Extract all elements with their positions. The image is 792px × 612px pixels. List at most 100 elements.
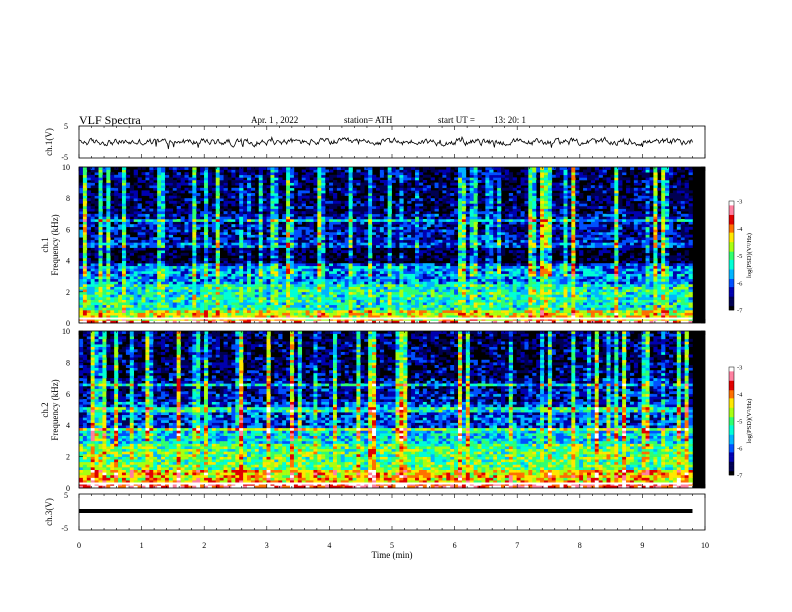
- spectrogram-cell: [266, 213, 271, 217]
- spectrogram-cell: [247, 208, 252, 212]
- spectrogram-cell: [121, 307, 127, 311]
- spectrogram-cell: [90, 289, 95, 293]
- spectrogram-cell: [399, 187, 404, 191]
- spectrogram-cell: [254, 281, 260, 285]
- spectrogram-cell: [415, 180, 420, 183]
- spectrogram-cell: [133, 182, 138, 186]
- spectrogram-cell: [418, 252, 424, 256]
- spectrogram-cell: [258, 255, 263, 259]
- spectrogram-cell: [332, 250, 338, 254]
- spectrogram-cell: [430, 221, 435, 225]
- spectrogram-cell: [114, 182, 119, 186]
- spectrogram-cell: [399, 268, 404, 272]
- spectrogram-cell: [422, 250, 428, 254]
- spectrogram-cell: [247, 252, 252, 256]
- spectrogram-cell: [286, 289, 291, 293]
- spectrogram-cell: [153, 260, 158, 264]
- spectrogram-cell: [329, 169, 334, 173]
- spectrogram-cell: [125, 278, 131, 282]
- spectrogram-cell: [188, 284, 193, 287]
- spectrogram-cell: [325, 291, 330, 295]
- spectrogram-cell: [118, 208, 123, 212]
- spectrogram-cell: [387, 232, 392, 235]
- spectrogram-cell: [297, 193, 303, 196]
- spectrogram-cell: [403, 195, 408, 199]
- spectrogram-cell: [188, 190, 193, 194]
- spectrogram-cell: [301, 206, 306, 209]
- spectrogram-cell: [270, 255, 275, 259]
- spectrogram-cell: [141, 281, 146, 285]
- spectrogram-cell: [379, 239, 385, 243]
- spectrogram-cell: [278, 208, 283, 212]
- spectrogram-cell: [164, 245, 170, 248]
- spectrogram-cell: [317, 304, 322, 308]
- spectrogram-cell: [415, 265, 420, 269]
- spectrogram-cell: [215, 315, 220, 319]
- spectrogram-cell: [391, 302, 396, 306]
- spectrogram-cell: [106, 232, 111, 235]
- spectrogram-cell: [297, 185, 303, 189]
- spectrogram-cell: [157, 208, 162, 212]
- spectrogram-cell: [172, 200, 177, 204]
- spectrogram-cell: [157, 315, 162, 319]
- spectrogram-cell: [266, 284, 271, 287]
- spectrogram-cell: [325, 294, 330, 298]
- spectrogram-cell: [317, 255, 322, 259]
- spectrogram-cell: [192, 187, 197, 191]
- spectrogram-cell: [352, 310, 357, 313]
- spectrogram-cell: [438, 289, 443, 293]
- spectrogram-cell: [133, 216, 138, 220]
- spectrogram-cell: [403, 320, 408, 324]
- spectrogram-cell: [254, 219, 260, 222]
- spectrogram-cell: [207, 297, 213, 300]
- spectrogram-cell: [188, 242, 193, 246]
- spectrogram-cell: [415, 278, 420, 282]
- spectrogram-cell: [164, 208, 170, 212]
- spectrogram-cell: [121, 247, 127, 251]
- spectrogram-cell: [82, 281, 88, 285]
- spectrogram-cell: [274, 224, 279, 228]
- spectrogram-cell: [161, 310, 166, 313]
- spectrogram-cell: [133, 203, 138, 207]
- spectrogram-cell: [86, 250, 92, 254]
- spectrogram-cell: [430, 206, 435, 209]
- spectrogram-cell: [79, 284, 84, 287]
- spectrogram-cell: [266, 271, 271, 274]
- spectrogram-cell: [121, 187, 127, 191]
- spectrogram-cell: [239, 291, 244, 295]
- spectrogram-cell: [90, 312, 95, 316]
- spectrogram-cell: [219, 271, 224, 274]
- spectrogram-cell: [278, 239, 283, 243]
- spectrogram-cell: [348, 177, 353, 181]
- spectrogram-cell: [438, 310, 443, 313]
- spectrogram-cell: [192, 250, 197, 254]
- spectrogram-cell: [176, 208, 181, 212]
- spectrogram-cell: [383, 169, 388, 173]
- spectrogram-cell: [114, 273, 119, 277]
- spectrogram-cell: [219, 232, 224, 235]
- spectrogram-cell: [172, 203, 177, 207]
- spectrogram-cell: [235, 177, 240, 181]
- spectrogram-cell: [329, 320, 334, 324]
- spectrogram-cell: [321, 213, 326, 217]
- spectrogram-cell: [317, 237, 322, 241]
- spectrogram-cell: [172, 195, 177, 199]
- spectrogram-cell: [172, 224, 177, 228]
- spectrogram-cell: [352, 289, 357, 293]
- spectrogram-cell: [364, 307, 369, 311]
- spectrogram-cell: [434, 294, 439, 298]
- spectrogram-cell: [157, 260, 162, 264]
- spectrogram-cell: [157, 299, 162, 303]
- spectrogram-cell: [313, 203, 318, 207]
- spectrogram-cell: [141, 297, 146, 300]
- spectrogram-cell: [98, 185, 103, 189]
- spectrogram-cell: [86, 289, 92, 293]
- spectrogram-cell: [352, 255, 357, 259]
- spectrogram-cell: [290, 268, 295, 272]
- spectrogram-cell: [114, 219, 119, 222]
- spectrogram-cell: [399, 190, 404, 194]
- spectrogram-cell: [121, 271, 127, 274]
- spectrogram-cell: [180, 216, 185, 220]
- spectrogram-cell: [204, 289, 209, 293]
- spectrogram-cell: [129, 195, 135, 199]
